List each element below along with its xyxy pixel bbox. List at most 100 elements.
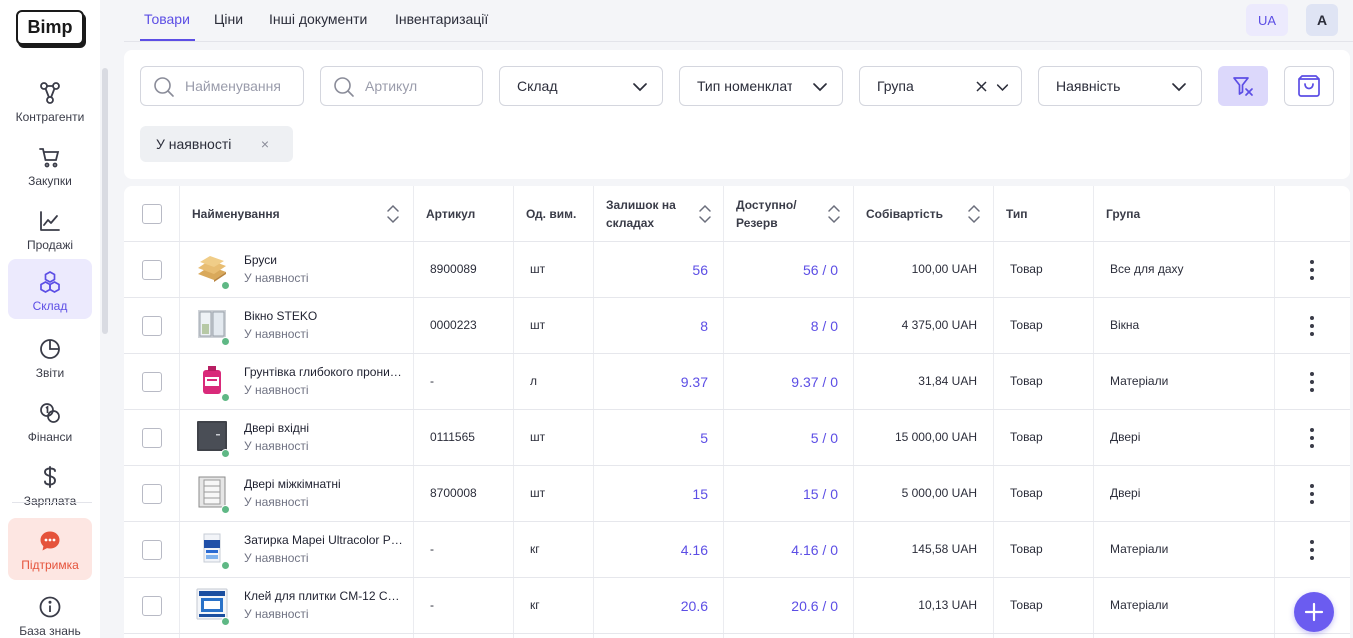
pie-chart-icon — [37, 336, 63, 362]
select-all-checkbox[interactable] — [142, 204, 162, 224]
product-stock[interactable]: 8 — [700, 318, 708, 334]
table-row[interactable]: Клей для плитки CM-12 Ceresit У наявност… — [124, 578, 1350, 634]
sidebar-item-reports[interactable]: Звіти — [8, 328, 92, 386]
sidebar-item-purchases[interactable]: Закупки — [8, 136, 92, 194]
archive-button[interactable] — [1284, 66, 1334, 106]
availability-select[interactable]: Наявність — [1038, 66, 1202, 106]
sidebar-item-knowledge-base[interactable]: База знань — [8, 586, 92, 638]
group-select[interactable]: Група — [859, 66, 1022, 106]
product-status: У наявності — [244, 439, 309, 453]
app-logo[interactable]: Bimp — [16, 10, 84, 45]
product-available[interactable]: 8 / 0 — [810, 318, 838, 334]
product-stock[interactable]: 4.16 — [680, 542, 708, 558]
product-article: - — [430, 374, 434, 388]
product-stock[interactable]: 15 — [692, 486, 708, 502]
column-header-name[interactable]: Найменування — [192, 186, 402, 242]
column-divider — [723, 186, 724, 638]
column-header-cost[interactable]: Собівартість — [866, 186, 991, 242]
user-avatar[interactable]: A — [1306, 4, 1338, 36]
column-header-group[interactable]: Група — [1106, 207, 1141, 221]
sidebar-item-contractors[interactable]: Контрагенти — [8, 72, 92, 130]
sort-icon[interactable] — [386, 203, 400, 225]
tab-goods[interactable]: Товари — [144, 11, 190, 27]
table-row[interactable]: Бруси У наявності 8900089 шт 56 56 / 0 1… — [124, 242, 1350, 298]
product-available[interactable]: 4.16 / 0 — [791, 542, 838, 558]
table-row[interactable]: Затирка Mapei Ultracolor Plus У наявност… — [124, 522, 1350, 578]
product-name[interactable]: Клей для плитки CM-12 Ceresit — [244, 589, 404, 603]
active-tab-indicator — [140, 39, 195, 41]
row-menu-button[interactable] — [1309, 372, 1315, 392]
tab-prices[interactable]: Ціни — [214, 11, 244, 27]
product-name[interactable]: Двері міжкімнатні — [244, 477, 341, 491]
product-available[interactable]: 56 / 0 — [802, 262, 838, 278]
clear-filters-button[interactable] — [1218, 66, 1268, 106]
row-menu-button[interactable] — [1309, 484, 1315, 504]
row-checkbox[interactable] — [142, 316, 162, 336]
row-checkbox[interactable] — [142, 372, 162, 392]
article-search-input[interactable]: Артикул — [320, 66, 483, 106]
product-name[interactable]: Грунтівка глибокого проникнення — [244, 365, 404, 379]
row-menu-button[interactable] — [1309, 260, 1315, 280]
product-available[interactable]: 20.6 / 0 — [791, 598, 838, 614]
row-checkbox[interactable] — [142, 596, 162, 616]
product-group: Матеріали — [1110, 374, 1169, 388]
product-stock[interactable]: 5 — [700, 430, 708, 446]
row-menu-button[interactable] — [1309, 316, 1315, 336]
table-header: Найменування Артикул Од. вим. Залишок на… — [124, 186, 1350, 242]
product-type: Товар — [1010, 486, 1043, 500]
sidebar-item-label: Підтримка — [21, 558, 79, 572]
tab-inventory[interactable]: Інвентаризації — [395, 11, 489, 27]
column-header-type[interactable]: Тип — [1006, 207, 1028, 221]
sort-icon[interactable] — [698, 203, 712, 225]
product-name[interactable]: Бруси — [244, 253, 277, 267]
sidebar-item-warehouse[interactable]: Склад — [8, 259, 92, 319]
product-stock[interactable]: 9.37 — [680, 374, 708, 390]
availability-select-label: Наявність — [1056, 78, 1121, 94]
sort-icon[interactable] — [827, 203, 841, 225]
sidebar-item-label: База знань — [19, 624, 81, 638]
product-stock[interactable]: 56 — [692, 262, 708, 278]
row-checkbox[interactable] — [142, 260, 162, 280]
clear-icon[interactable] — [976, 81, 987, 92]
table-row[interactable]: Вікно STEKO У наявності 0000223 шт 8 8 /… — [124, 298, 1350, 354]
product-stock[interactable]: 20.6 — [680, 598, 708, 614]
sidebar-item-support[interactable]: Підтримка — [8, 518, 92, 580]
name-search-input[interactable]: Найменування — [140, 66, 304, 106]
product-name[interactable]: Двері вхідні — [244, 421, 310, 435]
language-switcher[interactable]: UA — [1246, 4, 1288, 36]
product-status: У наявності — [244, 607, 309, 621]
product-name[interactable]: Затирка Mapei Ultracolor Plus — [244, 533, 404, 547]
table-row[interactable]: Грунтівка глибокого проникнення У наявно… — [124, 354, 1350, 410]
row-checkbox[interactable] — [142, 540, 162, 560]
column-header-unit[interactable]: Од. вим. — [526, 207, 577, 221]
warehouse-select[interactable]: Склад — [499, 66, 663, 106]
product-available[interactable]: 5 / 0 — [810, 430, 838, 446]
add-product-button[interactable] — [1294, 592, 1334, 632]
dollar-icon — [37, 464, 63, 490]
tab-other-documents[interactable]: Інші документи — [269, 11, 368, 27]
active-filter-chip[interactable]: У наявності × — [140, 126, 293, 162]
sidebar-item-salary[interactable]: Зарплата — [8, 456, 92, 514]
chip-close-icon[interactable]: × — [260, 136, 269, 152]
sort-icon[interactable] — [967, 203, 981, 225]
nomenclature-type-select[interactable]: Тип номенклатури — [679, 66, 843, 106]
product-cost: 100,00 UAH — [911, 262, 977, 276]
product-name[interactable]: Вікно STEKO — [244, 309, 318, 323]
product-cost: 31,84 UAH — [918, 374, 977, 388]
in-stock-indicator — [221, 337, 230, 346]
product-available[interactable]: 9.37 / 0 — [791, 374, 838, 390]
row-checkbox[interactable] — [142, 428, 162, 448]
column-header-available[interactable]: Доступно/ Резерв — [736, 186, 840, 242]
row-menu-button[interactable] — [1309, 540, 1315, 560]
table-row[interactable]: Двері міжкімнатні У наявності 8700008 шт… — [124, 466, 1350, 522]
product-available[interactable]: 15 / 0 — [802, 486, 838, 502]
coins-icon — [37, 400, 63, 426]
column-header-article[interactable]: Артикул — [426, 207, 476, 221]
table-row[interactable]: Двері вхідні У наявності 0111565 шт 5 5 … — [124, 410, 1350, 466]
row-menu-button[interactable] — [1309, 428, 1315, 448]
sidebar-scrollbar[interactable] — [102, 68, 108, 334]
sidebar-item-sales[interactable]: Продажі — [8, 200, 92, 258]
row-checkbox[interactable] — [142, 484, 162, 504]
column-header-stock[interactable]: Залишок на складах — [606, 186, 711, 242]
sidebar-item-finance[interactable]: Фінанси — [8, 392, 92, 450]
